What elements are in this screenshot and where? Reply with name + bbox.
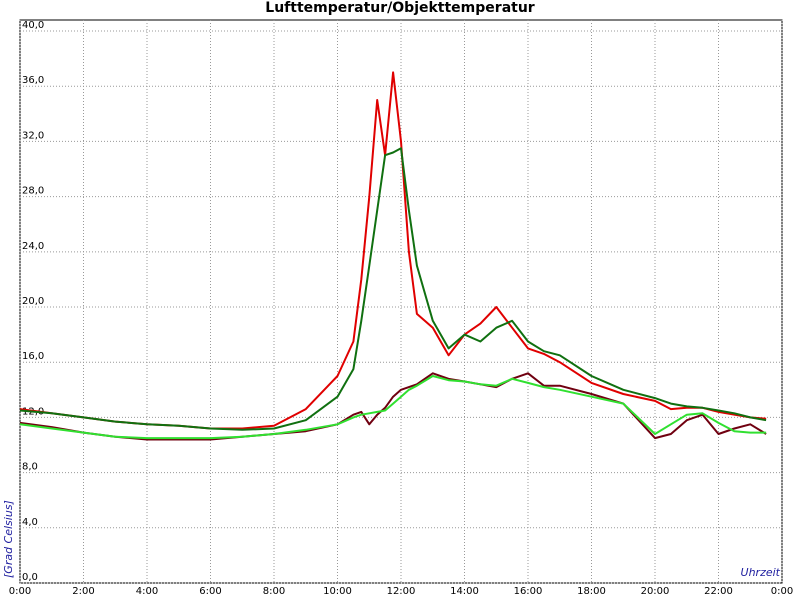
y-tick-label: 40,0 <box>22 20 44 31</box>
x-tick-label: 16:00 <box>514 586 543 597</box>
y-tick-label: 8,0 <box>22 462 38 473</box>
x-tick-label: 2:00 <box>72 586 94 597</box>
x-tick-label: 0:00 <box>771 586 793 597</box>
y-tick-label: 36,0 <box>22 75 44 86</box>
chart-title: Lufttemperatur/Objekttemperatur <box>265 0 535 16</box>
y-tick-label: 0,0 <box>22 572 38 583</box>
y-tick-label: 4,0 <box>22 517 38 528</box>
x-tick-label: 8:00 <box>263 586 285 597</box>
x-axis-title: Uhrzeit <box>741 566 781 579</box>
series-line <box>19 147 767 431</box>
x-tick-label: 10:00 <box>323 586 352 597</box>
y-tick-label: 28,0 <box>22 186 44 197</box>
y-tick-label: 24,0 <box>22 241 44 252</box>
x-tick-label: 0:00 <box>9 586 31 597</box>
x-tick-label: 20:00 <box>641 586 670 597</box>
x-tick-label: 6:00 <box>199 586 221 597</box>
series-line <box>19 372 767 441</box>
series-line <box>19 71 767 430</box>
x-tick-label: 18:00 <box>577 586 606 597</box>
x-tick-label: 4:00 <box>136 586 158 597</box>
y-tick-label: 16,0 <box>22 351 44 362</box>
y-tick-label: 20,0 <box>22 296 44 307</box>
x-tick-label: 12:00 <box>387 586 416 597</box>
x-tick-label: 22:00 <box>704 586 733 597</box>
series-line <box>19 375 767 440</box>
x-tick-label: 14:00 <box>450 586 479 597</box>
y-tick-label: 32,0 <box>22 130 44 141</box>
y-axis-title: [Grad Celsius] <box>2 500 15 578</box>
